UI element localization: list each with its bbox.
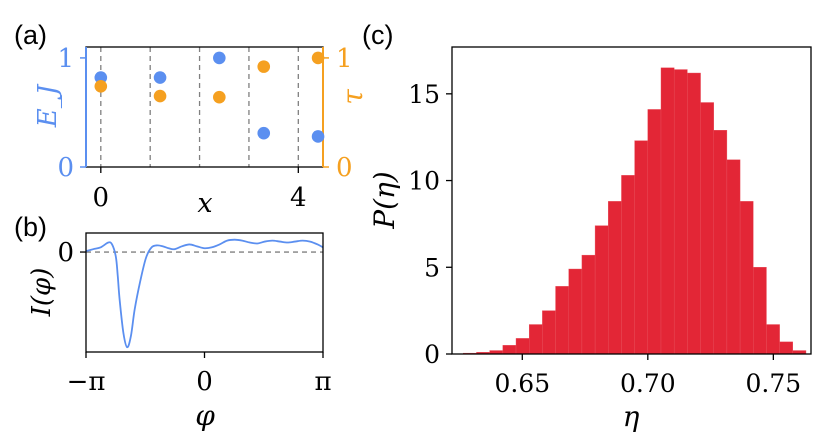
panel-a-chart: 0 4 x 0 1 0 1 E_J τ <box>33 44 369 219</box>
panel-a-xtick-label: 0 <box>93 183 110 213</box>
panel-b-frame <box>85 232 324 353</box>
panel-a-xlabel: x <box>197 188 212 219</box>
histogram-bar <box>766 324 780 355</box>
histogram-bar <box>673 69 688 355</box>
histogram-bar <box>779 341 793 355</box>
histogram-bar <box>713 130 728 355</box>
panel-c-xtick-label: 0.70 <box>620 369 676 398</box>
histogram-bar <box>528 324 543 355</box>
panel-a-ylabel-right: τ <box>336 89 369 105</box>
histogram-bar <box>700 102 714 355</box>
histogram-bar <box>660 67 675 355</box>
panel-c-xtick-label: 0.75 <box>746 369 802 398</box>
panel-a-tau-point <box>153 89 167 103</box>
panel-a-ej-point <box>94 71 108 84</box>
panel-c-xtick-label: 0.65 <box>494 369 550 398</box>
panel-a-ytick-right: 0 <box>336 153 353 183</box>
panel-c-ytick-label: 5 <box>424 253 440 282</box>
panel-b-xtick-label: 0 <box>196 367 213 397</box>
panel-b-chart: −π 0 π 0 φ I(φ) <box>27 232 332 432</box>
histogram-bar <box>542 310 556 355</box>
panel-c-ylabel: P(η) <box>368 171 401 229</box>
panel-a-tau-point <box>311 51 325 65</box>
panel-b-label: (b) <box>14 212 47 242</box>
panel-b-ylabel: I(φ) <box>27 268 57 318</box>
panel-c-ytick-label: 0 <box>424 340 440 369</box>
histogram-bar <box>515 338 530 355</box>
panel-c-ytick-label: 15 <box>408 80 440 109</box>
histogram-bar <box>634 140 649 355</box>
panel-b-current-curve <box>85 238 324 349</box>
histogram-bar <box>568 268 583 355</box>
histogram-bar <box>726 159 741 355</box>
panel-b-ytick-label: 0 <box>57 238 74 268</box>
histogram-bar <box>502 345 517 355</box>
histogram-bar <box>608 201 622 355</box>
panel-c-ytick-label: 10 <box>408 167 440 196</box>
histogram-bar <box>753 267 767 355</box>
panel-a-tau-point <box>94 79 108 93</box>
panel-a-ylabel-left: E_J <box>33 83 63 128</box>
panel-a-tau-point <box>257 60 271 73</box>
histogram-bar <box>647 109 662 355</box>
panel-b-xlabel: φ <box>195 399 215 432</box>
panel-a-ytick-left: 1 <box>57 44 74 74</box>
histogram-bar <box>581 254 596 355</box>
panel-a-ej-point <box>213 51 226 65</box>
panel-b-xtick-label: π <box>314 367 331 397</box>
panel-c-chart: 0.65 0.70 0.75 0 5 10 15 η P(η) <box>368 46 812 433</box>
panel-c-xlabel: η <box>623 400 640 433</box>
panel-a-xtick-label: 4 <box>290 183 307 213</box>
panel-a-ej-point <box>311 130 325 143</box>
panel-a-label: (a) <box>14 20 47 50</box>
panel-a-tau-point <box>213 90 226 104</box>
panel-a-frame <box>85 46 324 168</box>
panel-a-ej-point <box>153 71 167 84</box>
panel-a-ytick-left: 0 <box>57 153 74 183</box>
panel-c-frame <box>451 46 812 355</box>
panel-a-ej-point <box>257 126 271 140</box>
histogram-bar <box>739 201 754 355</box>
panel-a-ytick-right: 1 <box>336 44 353 74</box>
histogram-bar <box>621 175 635 355</box>
histogram-bar <box>687 72 701 355</box>
histogram-bar <box>555 286 569 355</box>
histogram-bar <box>594 225 609 355</box>
panel-b-xtick-label: −π <box>67 367 106 397</box>
panel-c-label: (c) <box>362 20 393 50</box>
